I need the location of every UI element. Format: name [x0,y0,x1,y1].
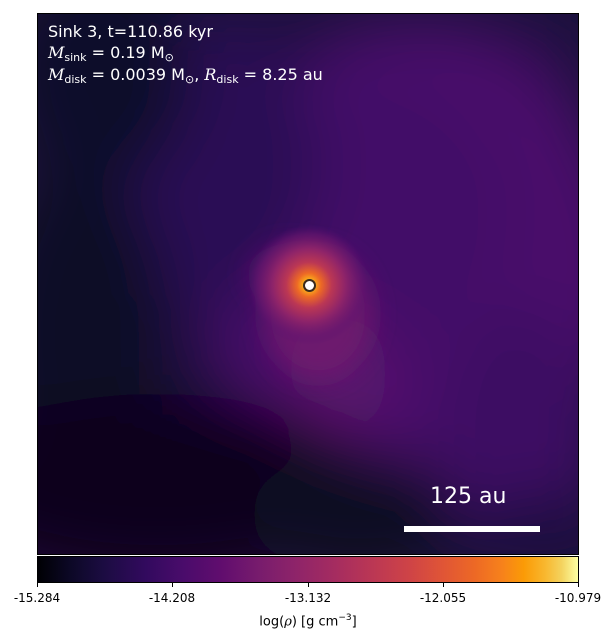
colorbar-tick [172,583,173,587]
colorbar-tick [308,583,309,587]
mdisk-symbol: M [48,65,65,84]
colorbar-tick-label: -15.284 [13,591,61,605]
mdisk-sun-symbol: ⊙ [184,73,195,86]
msink-sun-symbol: ⊙ [164,51,174,64]
rdisk-symbol: R [204,65,217,84]
colorbar-tick [578,583,579,587]
sink-title: Sink 3, t=110.86 kyr [48,22,213,41]
scale-bar-label: 125 au [430,484,507,509]
disk-properties-label: Mdisk = 0.0039 M⊙, Rdisk = 8.25 au [48,64,323,90]
density-map: Sink 3, t=110.86 kyr Msink = 0.19 M⊙ Mdi… [37,13,579,555]
sink-mass-label: Msink = 0.19 M⊙ [48,42,174,68]
colorbar-title: log(ρ) [g cm−3] [259,613,356,629]
colorbar-tick [37,583,38,587]
rdisk-separator: , [194,65,205,84]
colorbar-title-rho: ρ [284,614,292,630]
mdisk-value: = 0.0039 M [86,65,185,84]
colorbar-tick-label: -13.132 [284,591,332,605]
msink-symbol: M [48,43,65,62]
msink-subscript: sink [64,51,87,64]
colorbar [37,556,579,583]
colorbar-tick-label: -10.979 [554,591,602,605]
mdisk-subscript: disk [64,73,87,86]
colorbar-title-suffix: ] [351,614,357,630]
colorbar-title-exponent: −3 [338,613,352,623]
colorbar-tick-label: -12.055 [419,591,467,605]
colorbar-tick [443,583,444,587]
msink-value: = 0.19 M [86,43,165,62]
sink-particle-marker [303,279,316,292]
colorbar-title-mid: ) [g cm [291,614,339,630]
colorbar-tick-label: -14.208 [148,591,196,605]
colorbar-title-prefix: log( [259,614,285,630]
scale-bar [404,526,540,532]
rdisk-value: = 8.25 au [238,65,323,84]
rdisk-subscript: disk [216,73,239,86]
